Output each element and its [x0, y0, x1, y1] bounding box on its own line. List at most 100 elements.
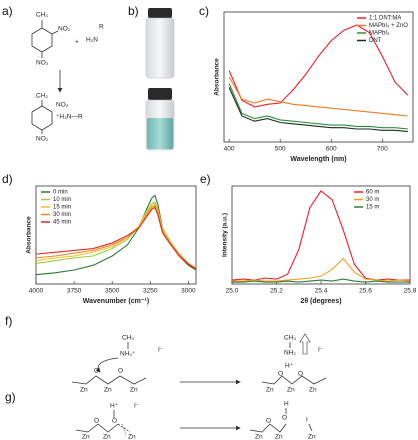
atom: Zn — [130, 387, 138, 394]
x-tick-label: 25.2 — [270, 288, 283, 295]
legend-label: 45 min — [53, 220, 71, 226]
series-line — [35, 206, 197, 270]
scheme-f: CH₃ NH₃⁺ I⁻ O O Zn Zn Zn CH₃ NH₂ I⁻ H⁺ O… — [71, 333, 327, 394]
plus: + — [75, 39, 79, 46]
atom: CH₂ — [36, 93, 48, 100]
panel-label: c) — [199, 4, 209, 18]
series-line — [35, 204, 197, 269]
x-tick-label: 25.8 — [404, 288, 417, 295]
legend-label: DNT — [369, 38, 382, 44]
y-axis-label: Absorbance — [26, 216, 33, 254]
vial-liquid — [147, 118, 173, 149]
atom: H — [284, 401, 289, 408]
atom: CH₃ — [36, 12, 48, 19]
breaking-bond — [117, 423, 131, 433]
x-tick-label: 400 — [224, 146, 235, 153]
atom: NO₂ — [36, 136, 49, 143]
legend-label: 30 m — [366, 197, 379, 203]
plot-frame — [231, 185, 411, 285]
panel-label: e) — [200, 172, 211, 186]
vial-clear — [145, 17, 175, 79]
vial-cap — [148, 8, 172, 18]
plot-frame — [35, 185, 197, 285]
atom: Zn — [275, 434, 283, 440]
panel-label: f) — [5, 314, 12, 328]
atom: Zn — [309, 387, 317, 394]
atom: O — [94, 368, 99, 375]
atom: I⁻ — [158, 347, 164, 354]
atom: Zn — [266, 387, 274, 394]
atom: O — [298, 371, 303, 378]
bond — [51, 30, 59, 35]
x-tick-label: 500 — [275, 146, 286, 153]
series-line — [228, 87, 408, 133]
x-tick-label: 3750 — [67, 288, 82, 295]
release-arrow — [299, 333, 311, 355]
legend-label: 15 min — [53, 205, 71, 211]
y-axis-label: Intensity (a.u.) — [222, 213, 229, 257]
scheme-g: H⁺ I⁻ O O Zn Zn Zn H O O I Zn Zn Zn — [75, 401, 316, 440]
series-line — [232, 257, 411, 282]
atom: H⁺ — [110, 403, 119, 410]
atom: Zn — [308, 434, 316, 440]
atom: O — [112, 418, 117, 425]
chain — [75, 423, 119, 433]
atom: O — [278, 371, 283, 378]
atom: I — [306, 417, 308, 424]
x-axis-label: 2θ (degrees) — [300, 298, 341, 305]
atom: O — [282, 415, 287, 422]
x-tick-label: 25.4 — [315, 288, 328, 295]
atom: O — [94, 418, 99, 425]
y-axis-label: Absorbance — [214, 58, 221, 96]
x-tick-label: 700 — [377, 146, 388, 153]
x-tick-label: 25.6 — [359, 288, 372, 295]
series-line — [231, 190, 410, 281]
chain — [261, 375, 327, 385]
x-axis-label: Wavenumber (cm⁻¹) — [83, 298, 149, 305]
legend-label: 0 min — [53, 190, 68, 196]
legend-label: 60 m — [366, 190, 379, 196]
legend-label: MAPbI₃ — [369, 31, 390, 37]
series-line — [228, 76, 408, 117]
atom: NO₂ — [36, 60, 49, 67]
atom: Zn — [82, 434, 90, 440]
scheme-a: CH₃ NO₂ NO₂ + R H₂N CH₂ NO₂ ⁺H₃N—R NO₂ — [31, 12, 104, 143]
legend-label: MAPbI₃ + ZnO — [369, 23, 408, 29]
series-line — [232, 278, 410, 283]
atom: NO₂ — [56, 102, 69, 109]
vial-cap — [148, 88, 172, 100]
atom: Zn — [255, 434, 263, 440]
atom: NH₃⁺ — [120, 351, 136, 358]
atom: I⁻ — [134, 403, 140, 410]
series-line — [228, 24, 409, 108]
x-tick-label: 3250 — [143, 288, 158, 295]
panel-label: d) — [2, 172, 13, 186]
ring — [31, 27, 53, 53]
atom: Zn — [103, 434, 111, 440]
atom: ⁺H₃N—R — [56, 114, 83, 121]
atom: CH₃ — [284, 335, 296, 342]
atom: Zn — [287, 387, 295, 394]
x-tick-label: 25.0 — [226, 288, 239, 295]
x-tick-label: 3500 — [105, 288, 120, 295]
legend-label: 10 min — [53, 197, 71, 203]
legend-label: 30 min — [53, 212, 71, 218]
bond — [308, 423, 313, 432]
atom: O — [266, 418, 271, 425]
plot-frame — [223, 11, 414, 143]
atom: R — [99, 24, 104, 31]
atom: H⁺ — [285, 363, 294, 370]
atom: CH₃ — [122, 335, 134, 342]
chain — [71, 375, 147, 385]
x-tick-label: 600 — [326, 146, 337, 153]
atom: O — [118, 368, 123, 375]
x-axis-label: Wavelength (nm) — [290, 156, 346, 163]
legend-label: 15 m — [366, 205, 379, 211]
panel-label: b) — [128, 4, 139, 18]
atom: Zn — [80, 387, 88, 394]
chain — [249, 423, 287, 433]
panel-label: g) — [5, 390, 16, 404]
atom: NH₂ — [284, 350, 296, 357]
atom: NO₂ — [58, 26, 71, 33]
